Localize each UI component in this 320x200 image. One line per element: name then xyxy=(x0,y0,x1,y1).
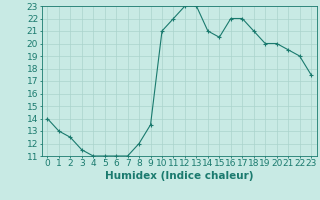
X-axis label: Humidex (Indice chaleur): Humidex (Indice chaleur) xyxy=(105,171,253,181)
